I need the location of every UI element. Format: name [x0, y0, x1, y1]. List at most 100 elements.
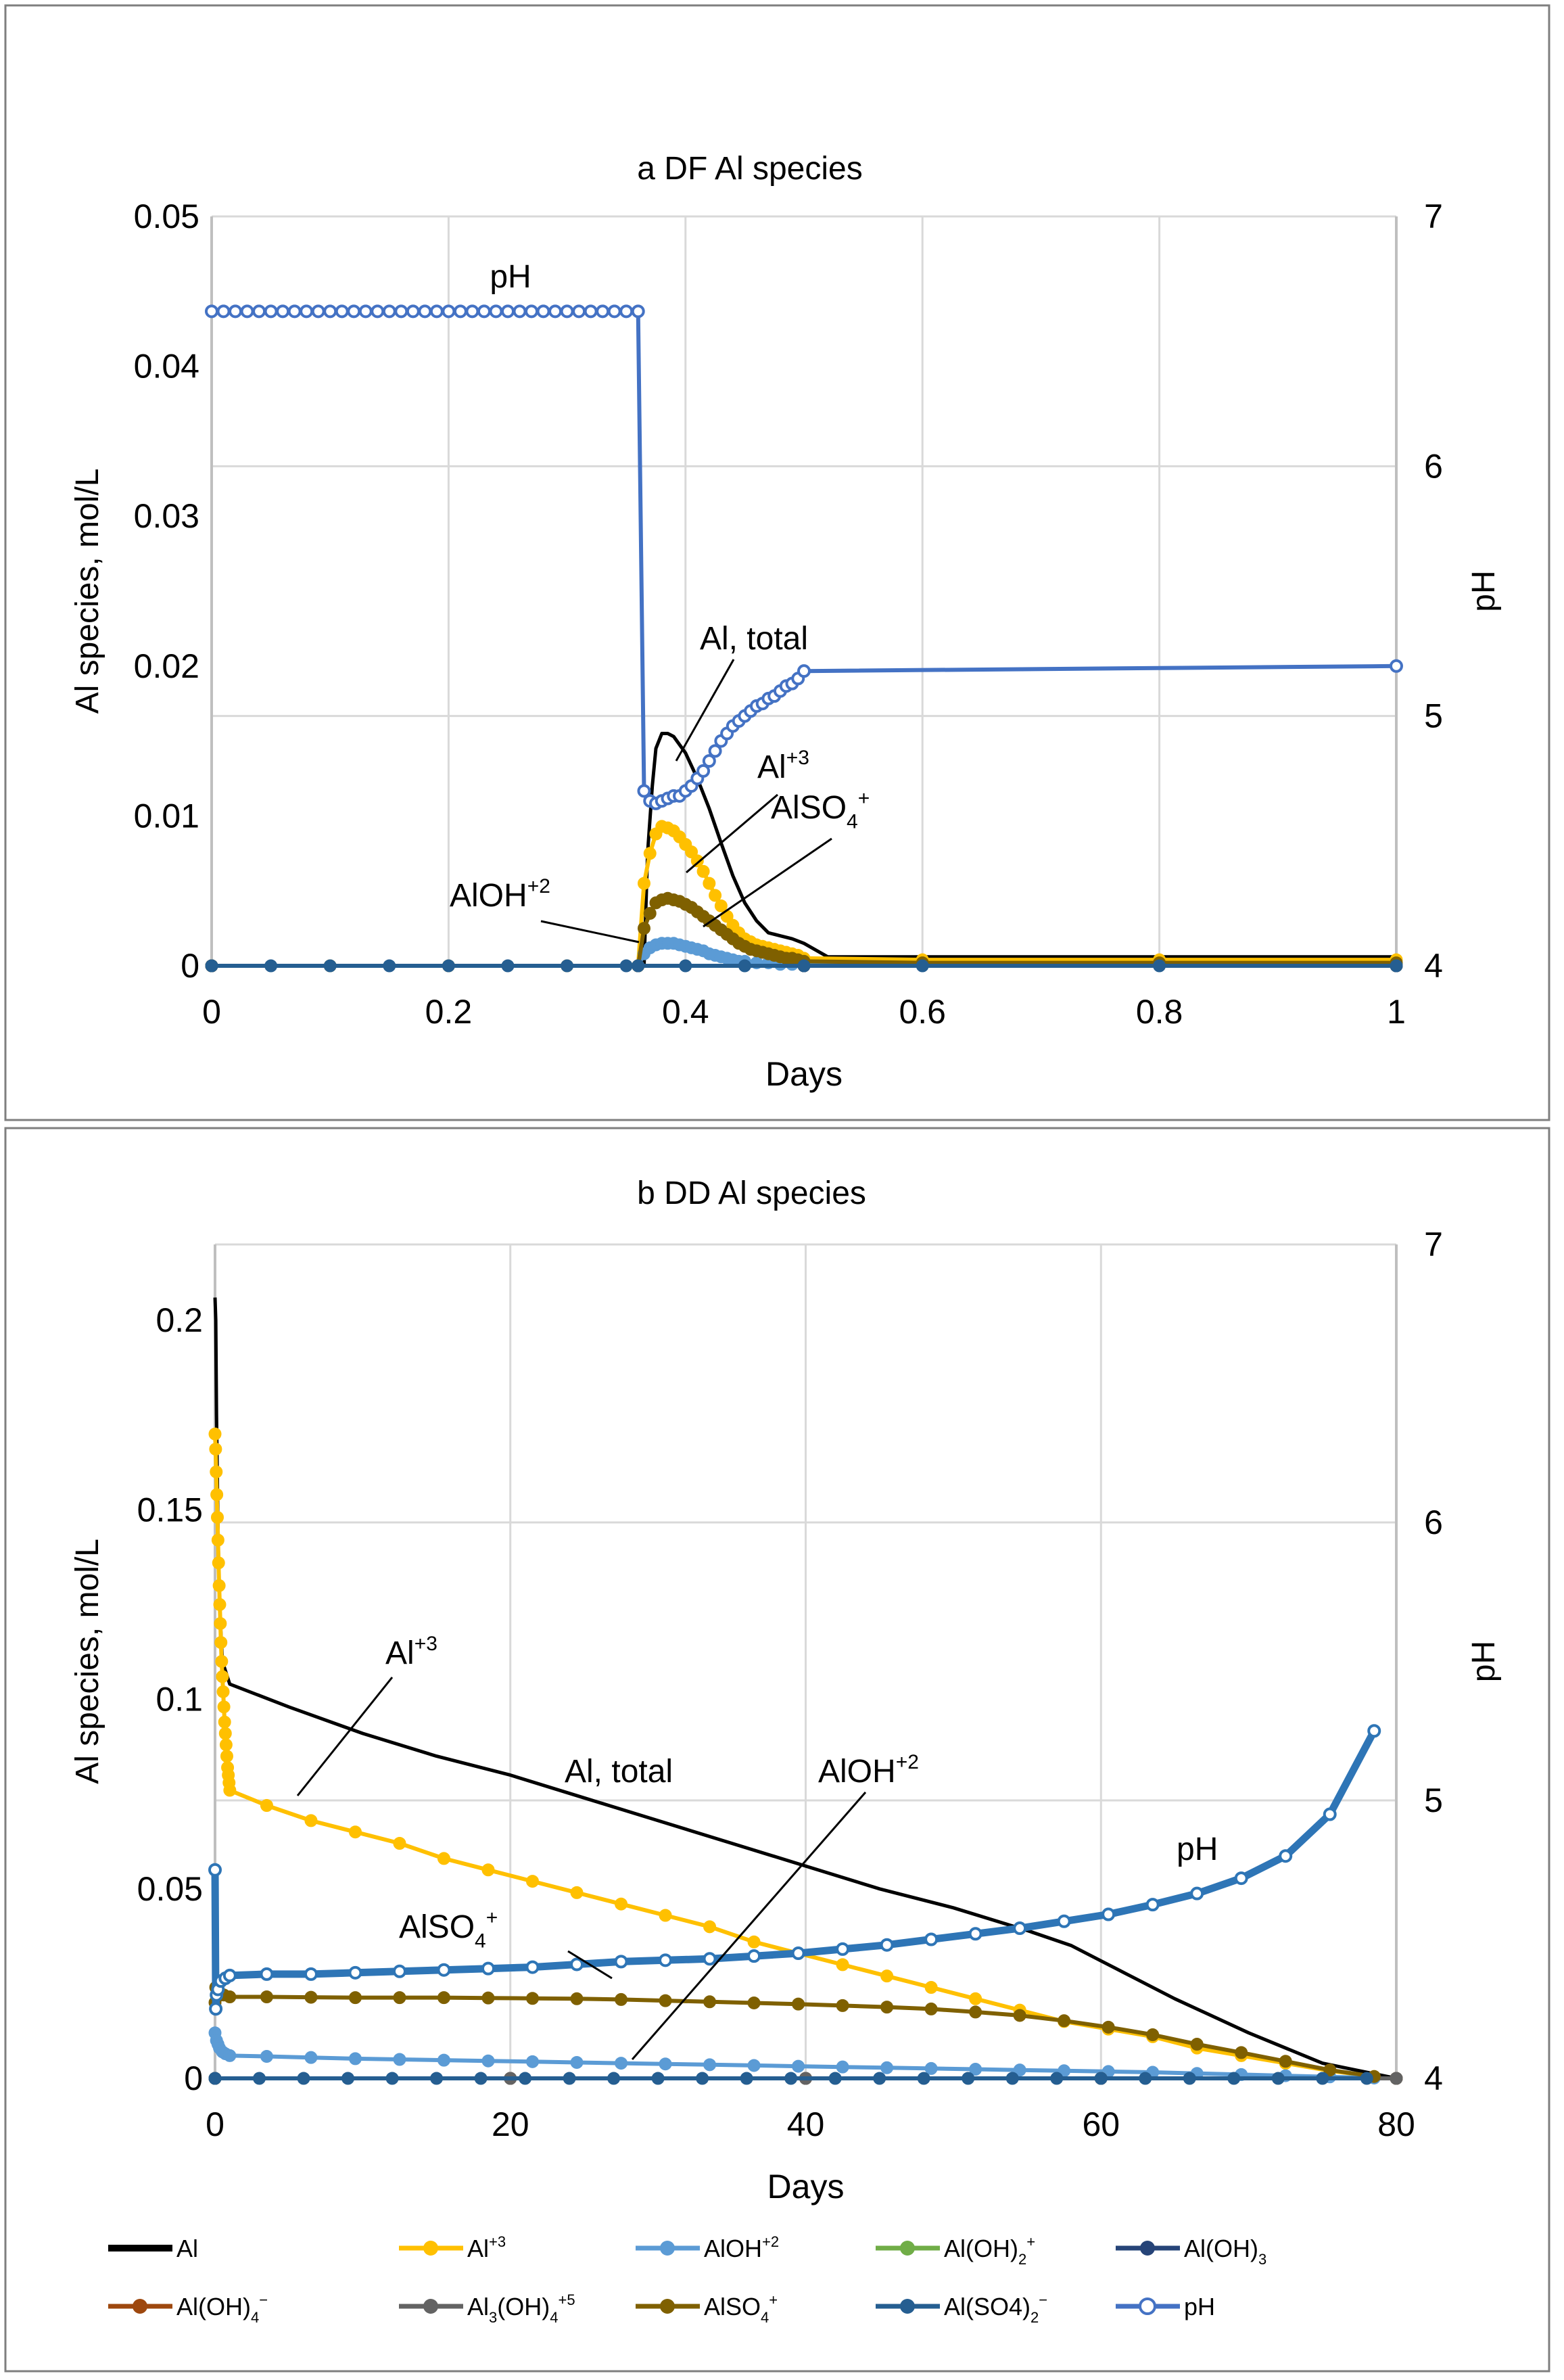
x-tick-label: 20 — [492, 2105, 529, 2143]
data-point — [260, 1798, 273, 1812]
legend-item: Al+3 — [399, 2233, 506, 2262]
data-point — [392, 1964, 406, 1978]
data-point — [792, 2059, 805, 2073]
data-point — [1145, 1898, 1160, 1912]
data-point — [1058, 2014, 1071, 2028]
data-point — [791, 1946, 805, 1961]
data-point — [1146, 2028, 1160, 2042]
data-point — [924, 1980, 938, 1994]
data-point — [708, 744, 722, 758]
data-point — [218, 1727, 232, 1740]
data-point — [784, 2072, 798, 2085]
legend-label: Al+3 — [467, 2233, 506, 2262]
annotation-leader — [296, 1677, 394, 1796]
legend-label: Al3(OH)4+5 — [467, 2291, 575, 2326]
annotation-leader — [567, 1950, 613, 1980]
data-point — [481, 1863, 495, 1877]
data-point — [570, 2055, 584, 2069]
legend-item: Al(SO4)2− — [876, 2291, 1047, 2326]
data-point — [276, 304, 290, 319]
data-point — [596, 304, 610, 319]
data-point — [219, 1738, 233, 1752]
data-point — [209, 1443, 222, 1456]
data-point — [1271, 2072, 1285, 2085]
y-tick-label: 0.2 — [156, 1301, 203, 1339]
data-point — [740, 2072, 753, 2085]
data-point — [210, 1465, 223, 1478]
y-tick-label: 0.15 — [137, 1491, 203, 1529]
data-point — [211, 1533, 224, 1547]
data-point — [212, 1579, 226, 1592]
data-point — [836, 1999, 849, 2012]
data-point — [348, 1965, 362, 1980]
legend-item: Al3(OH)4+5 — [399, 2291, 575, 2326]
data-point — [570, 1886, 584, 1899]
data-point — [747, 1935, 761, 1949]
data-point — [1279, 1849, 1293, 1863]
data-point — [747, 2059, 761, 2072]
y-tick-label: 0.01 — [134, 797, 199, 835]
annotation-label: Al, total — [565, 1754, 673, 1790]
x-tick-label: 0.8 — [1136, 993, 1183, 1031]
data-point — [216, 1685, 230, 1698]
data-point — [481, 1961, 495, 1976]
legend-label: Al(OH)3 — [1184, 2235, 1266, 2268]
x-axis-label: Days — [765, 1055, 843, 1093]
data-point — [659, 1994, 672, 2007]
y2-tick-label: 4 — [1424, 2059, 1443, 2097]
legend-label: Al(SO4)2− — [944, 2291, 1047, 2326]
legend-item: AlOH+2 — [636, 2233, 779, 2262]
data-point — [969, 1992, 982, 2005]
data-point — [489, 304, 503, 319]
data-point — [924, 1932, 939, 1946]
data-point — [709, 889, 722, 902]
series-also4- — [208, 1980, 1381, 2083]
data-point — [341, 2072, 355, 2085]
data-point — [962, 2072, 975, 2085]
data-point — [252, 304, 266, 319]
data-point — [615, 2057, 628, 2070]
legend-label: AlSO4+ — [704, 2291, 778, 2326]
data-point — [260, 2049, 273, 2063]
y2-tick-label: 7 — [1424, 197, 1443, 235]
data-point — [287, 304, 302, 319]
data-point — [797, 959, 811, 973]
chart-title: b DD Al species — [637, 1175, 866, 1211]
data-point — [548, 304, 563, 319]
data-point — [1057, 1914, 1071, 1928]
data-point — [223, 2049, 237, 2062]
data-point — [880, 1969, 894, 1983]
data-point — [696, 764, 711, 778]
legend-item: Al — [108, 2235, 198, 2262]
data-point — [385, 2072, 399, 2085]
data-point — [924, 2061, 938, 2075]
y-tick-label: 0 — [181, 947, 199, 985]
data-point — [651, 2072, 665, 2085]
data-point — [1367, 1724, 1381, 1738]
data-point — [300, 304, 314, 319]
data-point — [210, 1511, 224, 1524]
data-point — [969, 2005, 982, 2019]
data-point — [453, 304, 467, 319]
chart-b: 0 20 40 60 80 0 0.05 0.1 0.15 0.2 4 5 6 7 b DD Al spec… — [70, 1175, 1502, 2206]
data-point — [536, 304, 550, 319]
annotation-label: pH — [490, 259, 531, 295]
data-point — [304, 1814, 318, 1827]
data-point — [382, 304, 396, 319]
data-point — [659, 2057, 672, 2071]
data-point — [406, 304, 420, 319]
data-point — [619, 304, 634, 319]
data-point — [311, 304, 325, 319]
data-point — [216, 1670, 229, 1683]
data-point — [1234, 1871, 1248, 1886]
data-point — [572, 304, 586, 319]
legend-swatch-marker — [900, 2241, 915, 2256]
data-point — [437, 1991, 450, 2005]
legend-item: AlSO4+ — [636, 2291, 778, 2326]
data-point — [1183, 2072, 1196, 2085]
annotation-leader — [703, 837, 832, 928]
data-point — [637, 922, 650, 935]
data-point — [215, 1655, 229, 1668]
data-point — [437, 2053, 450, 2067]
data-point — [223, 1783, 237, 1797]
